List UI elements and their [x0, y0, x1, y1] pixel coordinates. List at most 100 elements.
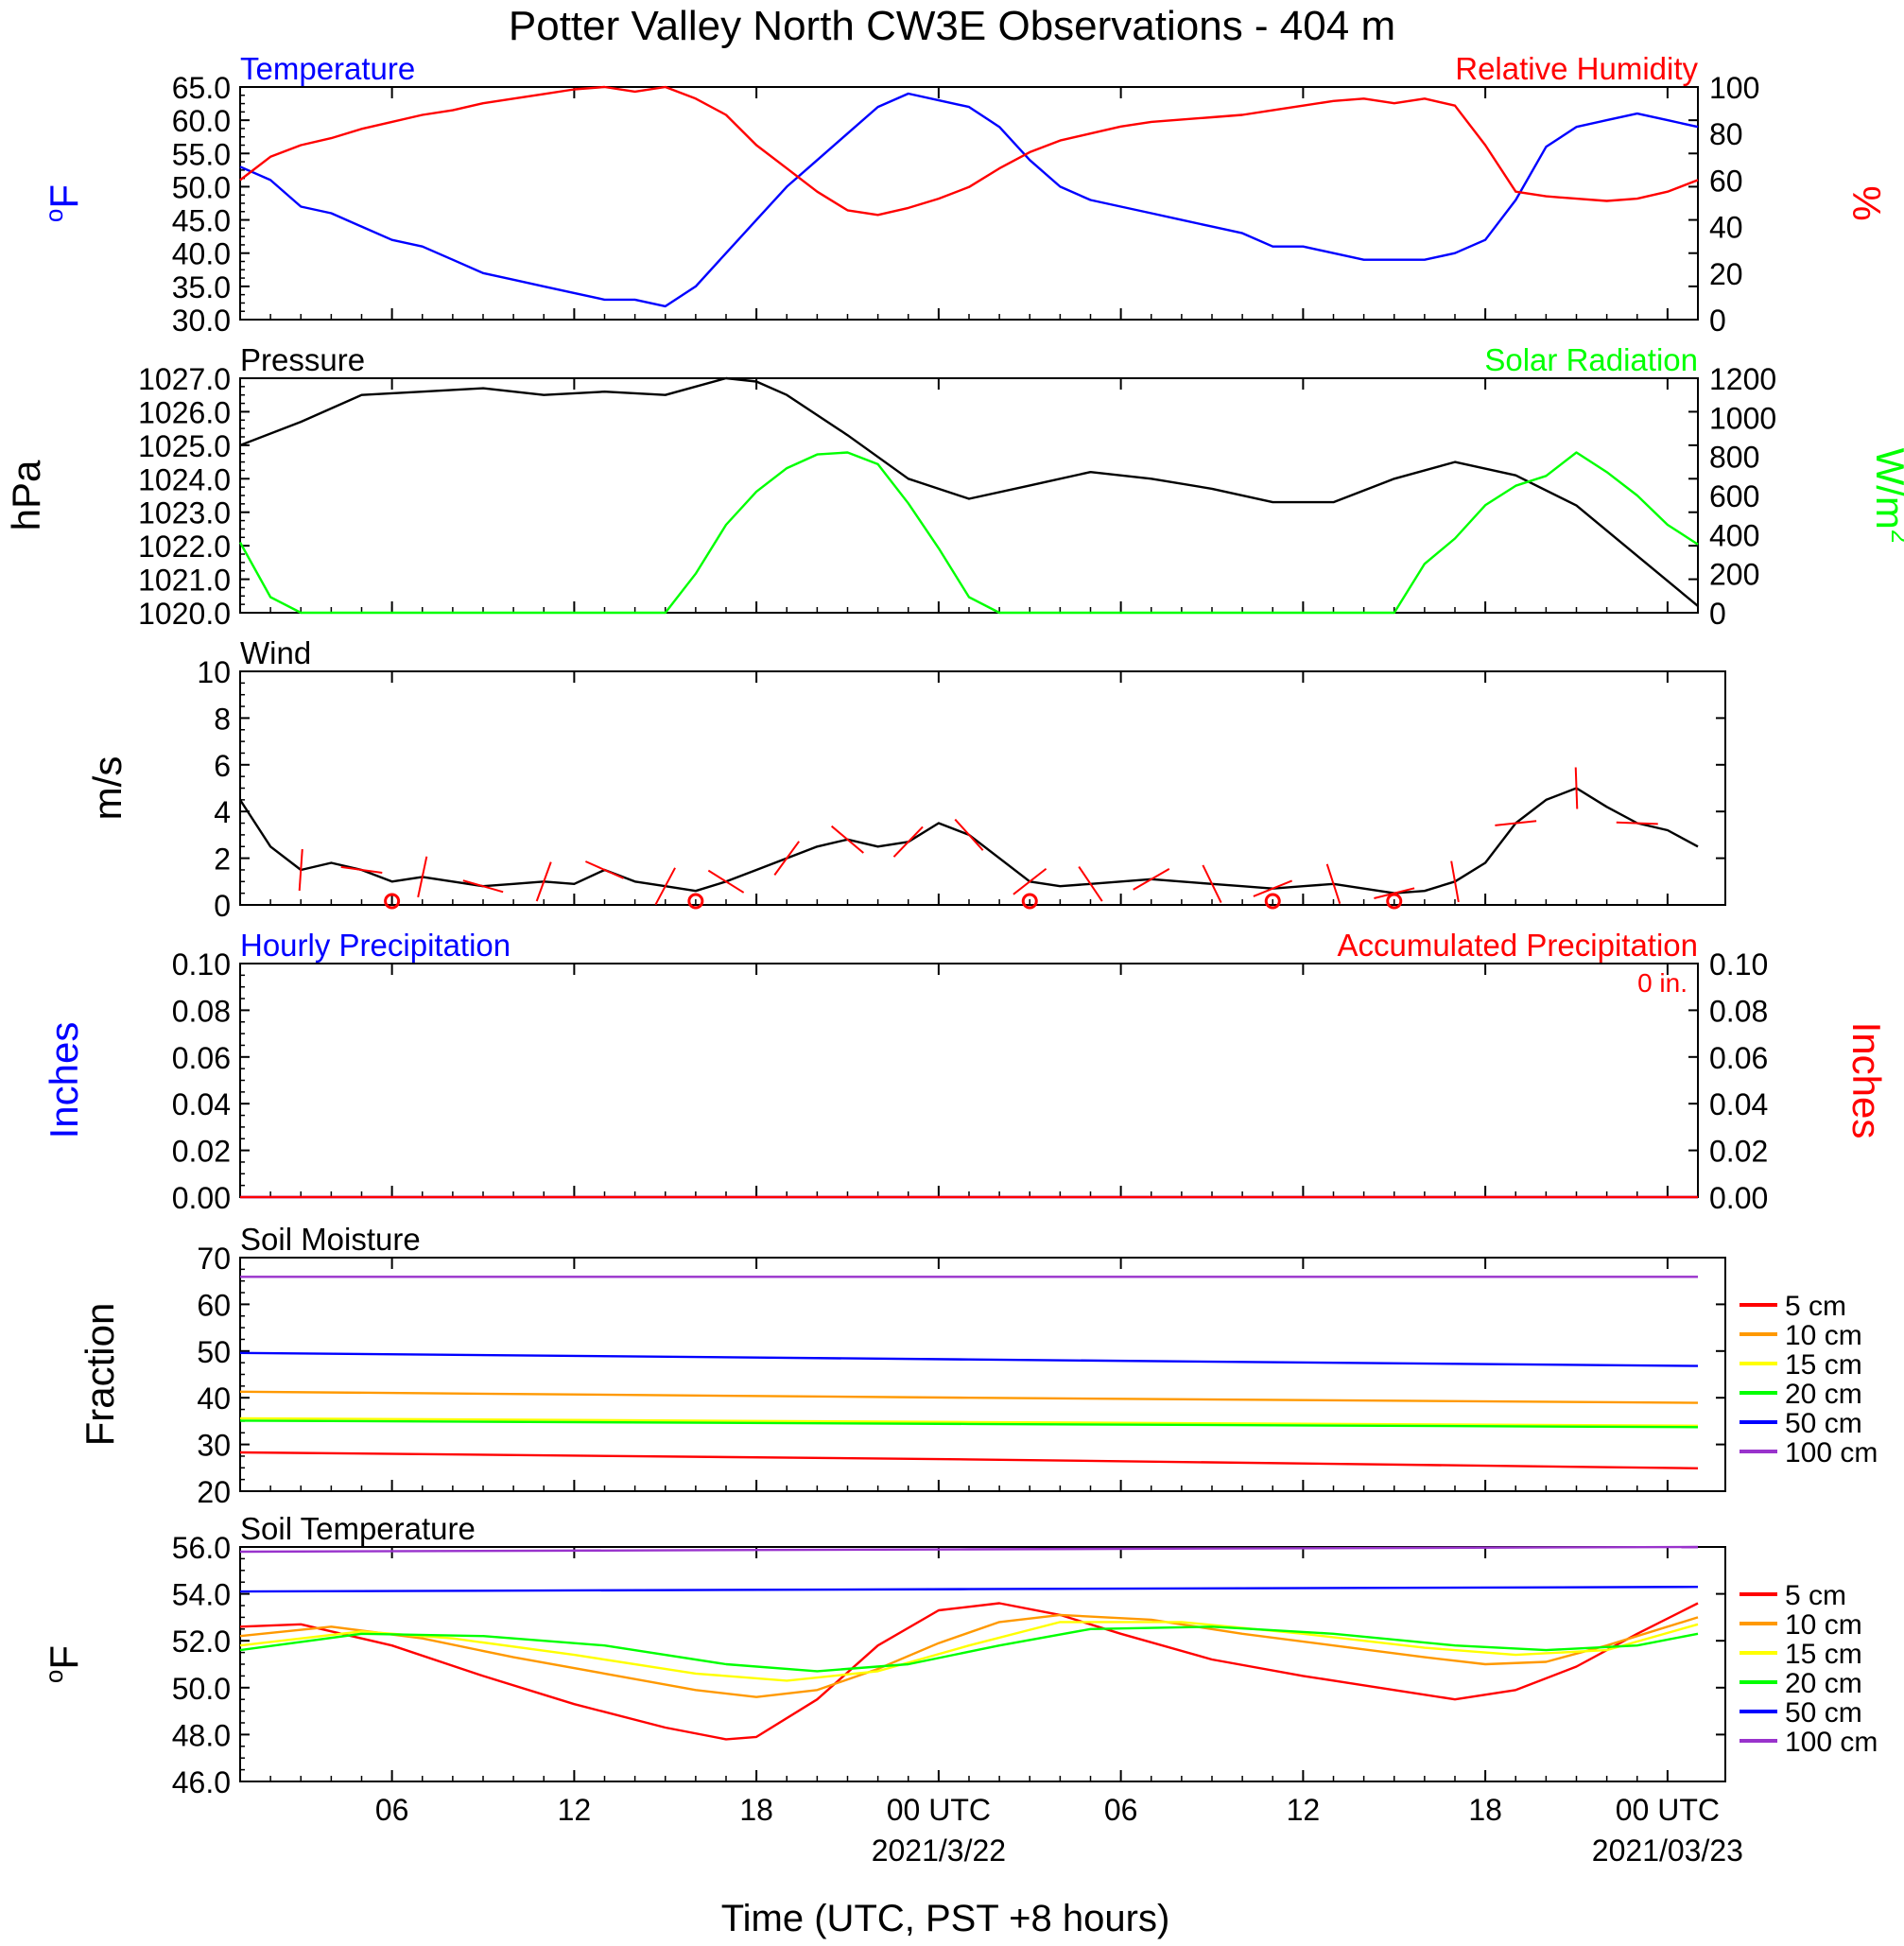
- panel-title-left: Soil Temperature: [240, 1511, 476, 1546]
- wind-barb: [340, 865, 383, 875]
- pressure_solar-frame: [239, 377, 1699, 614]
- y-right-tick-label: 1200: [1709, 362, 1776, 396]
- temp_rh-frame: [239, 86, 1699, 321]
- soil_temperature-series-100-cm: [239, 1545, 1699, 1554]
- x-date-label: 2021/03/23: [1592, 1833, 1743, 1868]
- wind-barb: [584, 860, 625, 879]
- wind-barb: [1574, 767, 1579, 809]
- legend-label: 10 cm: [1785, 1609, 1862, 1641]
- soil_moisture-series-5-cm: [239, 1451, 1699, 1469]
- wind-barb: [1450, 860, 1460, 903]
- y-axis-label-right: W/m2: [1868, 448, 1904, 544]
- legend-label: 50 cm: [1785, 1408, 1862, 1439]
- y-right-tick-label: 0.00: [1709, 1181, 1768, 1215]
- y-right-tick-label: 1000: [1709, 401, 1776, 435]
- legend-label: 15 cm: [1785, 1349, 1862, 1381]
- calm-wind-marker: [1386, 893, 1403, 910]
- legend-label: 5 cm: [1785, 1580, 1846, 1611]
- wind-barb: [773, 841, 800, 876]
- wind-barb: [462, 879, 504, 894]
- y-tick-label: 1023.0: [138, 496, 231, 530]
- precip-panel: 0.00 0.02 0.04 0.06 0.08 0.10 0.00 0.02 0.04 0.06…: [42, 928, 1889, 1215]
- y-right-tick-label: 60: [1709, 164, 1743, 198]
- y-tick-label: 60.0: [172, 104, 231, 138]
- soil_moisture-series-10-cm: [239, 1390, 1699, 1404]
- y-tick-label: 20: [197, 1475, 231, 1509]
- y-right-tick-label: 0.10: [1709, 947, 1768, 982]
- wind-barb: [1253, 879, 1293, 897]
- wind-barb: [1495, 820, 1537, 826]
- y-tick-label: 52.0: [172, 1625, 231, 1659]
- panel-title-left: Hourly Precipitation: [240, 928, 511, 963]
- y-axis-label-left: Fraction: [78, 1303, 122, 1447]
- accumulated-total: 0 in.: [1637, 968, 1688, 998]
- temp_rh-panel: 30.035.040.045.050.055.060.065.0 0 20 40 60 8…: [40, 51, 1889, 338]
- y-right-tick-label: 100: [1709, 71, 1759, 105]
- wind-barb: [1133, 867, 1170, 891]
- y-tick-label: 0.06: [172, 1041, 231, 1075]
- soil_temperature-panel: 46.0 48.0 50.0 52.0 54.0 56.0 Soil Temperature…: [40, 1511, 1878, 1799]
- y-tick-label: 35.0: [172, 270, 231, 304]
- x-tick-label: 18: [739, 1793, 773, 1827]
- y-right-tick-label: 600: [1709, 479, 1759, 513]
- y-tick-label: 50.0: [172, 1672, 231, 1706]
- panel-title-right: Solar Radiation: [1484, 342, 1698, 377]
- y-tick-label: 0.08: [172, 994, 231, 1028]
- y-axis-label-left: m/s: [85, 756, 130, 821]
- x-tick-label: 00 UTC: [887, 1793, 991, 1827]
- wind-barb: [1202, 864, 1222, 903]
- y-axis-label-left: Inches: [42, 1022, 86, 1139]
- x-tick-label: 00 UTC: [1616, 1793, 1720, 1827]
- legend-label: 10 cm: [1785, 1320, 1862, 1351]
- y-axis-label-right: %: [1844, 185, 1889, 220]
- y-tick-label: 1020.0: [138, 597, 231, 631]
- temp_rh-series-relative-humidity: [239, 85, 1699, 217]
- y-tick-label: 45.0: [172, 204, 231, 238]
- legend-label: 100 cm: [1785, 1437, 1878, 1468]
- calm-wind-marker: [384, 893, 401, 910]
- y-tick-label: 1026.0: [138, 395, 231, 429]
- calm-wind-marker: [1264, 893, 1281, 910]
- soil_temperature-series-10-cm: [239, 1613, 1699, 1698]
- y-right-tick-label: 0.06: [1709, 1041, 1768, 1075]
- soil_moisture-frame: [239, 1257, 1726, 1492]
- y-right-tick-label: 20: [1709, 257, 1743, 291]
- y-tick-label: 40: [197, 1381, 231, 1416]
- panel-title-right: Relative Humidity: [1455, 51, 1698, 86]
- chart-title: Potter Valley North CW3E Observations - …: [509, 3, 1395, 49]
- y-right-tick-label: 0: [1709, 304, 1726, 338]
- y-tick-label: 1021.0: [138, 564, 231, 598]
- wind-barb: [831, 825, 864, 854]
- x-tick-label: 12: [1287, 1793, 1321, 1827]
- y-tick-label: 50.0: [172, 170, 231, 204]
- wind-barb: [417, 856, 428, 898]
- y-tick-label: 46.0: [172, 1765, 231, 1799]
- soil_moisture-series-20-cm: [239, 1419, 1699, 1429]
- wind-barb: [1616, 821, 1658, 825]
- legend-label: 20 cm: [1785, 1379, 1862, 1410]
- pressure_solar-panel: 1020.01021.01022.01023.01024.01025.01026…: [4, 342, 1904, 631]
- legend-label: 50 cm: [1785, 1697, 1862, 1729]
- wind-barb: [1325, 863, 1341, 905]
- wind-barb: [707, 869, 745, 894]
- y-right-tick-label: 0.02: [1709, 1135, 1768, 1169]
- y-tick-label: 0.00: [172, 1181, 231, 1215]
- soil_moisture-series-15-cm: [239, 1416, 1699, 1428]
- y-tick-label: 60: [197, 1288, 231, 1322]
- y-right-tick-label: 40: [1709, 211, 1743, 245]
- y-right-tick-label: 0.04: [1709, 1087, 1768, 1121]
- soil_temperature-series-15-cm: [239, 1621, 1699, 1682]
- y-axis-label-left: oF: [40, 1645, 86, 1683]
- soil_moisture-series-50-cm: [239, 1351, 1699, 1367]
- y-tick-label: 2: [214, 843, 231, 877]
- panel-title-left: Pressure: [240, 342, 365, 377]
- wind-barb: [1013, 867, 1047, 895]
- y-tick-label: 50: [197, 1335, 231, 1369]
- panel-title-left: Wind: [240, 635, 311, 670]
- wind-barb: [654, 867, 676, 906]
- y-tick-label: 0.02: [172, 1135, 231, 1169]
- y-tick-label: 56.0: [172, 1531, 231, 1565]
- y-right-tick-label: 80: [1709, 117, 1743, 151]
- y-tick-label: 30: [197, 1429, 231, 1463]
